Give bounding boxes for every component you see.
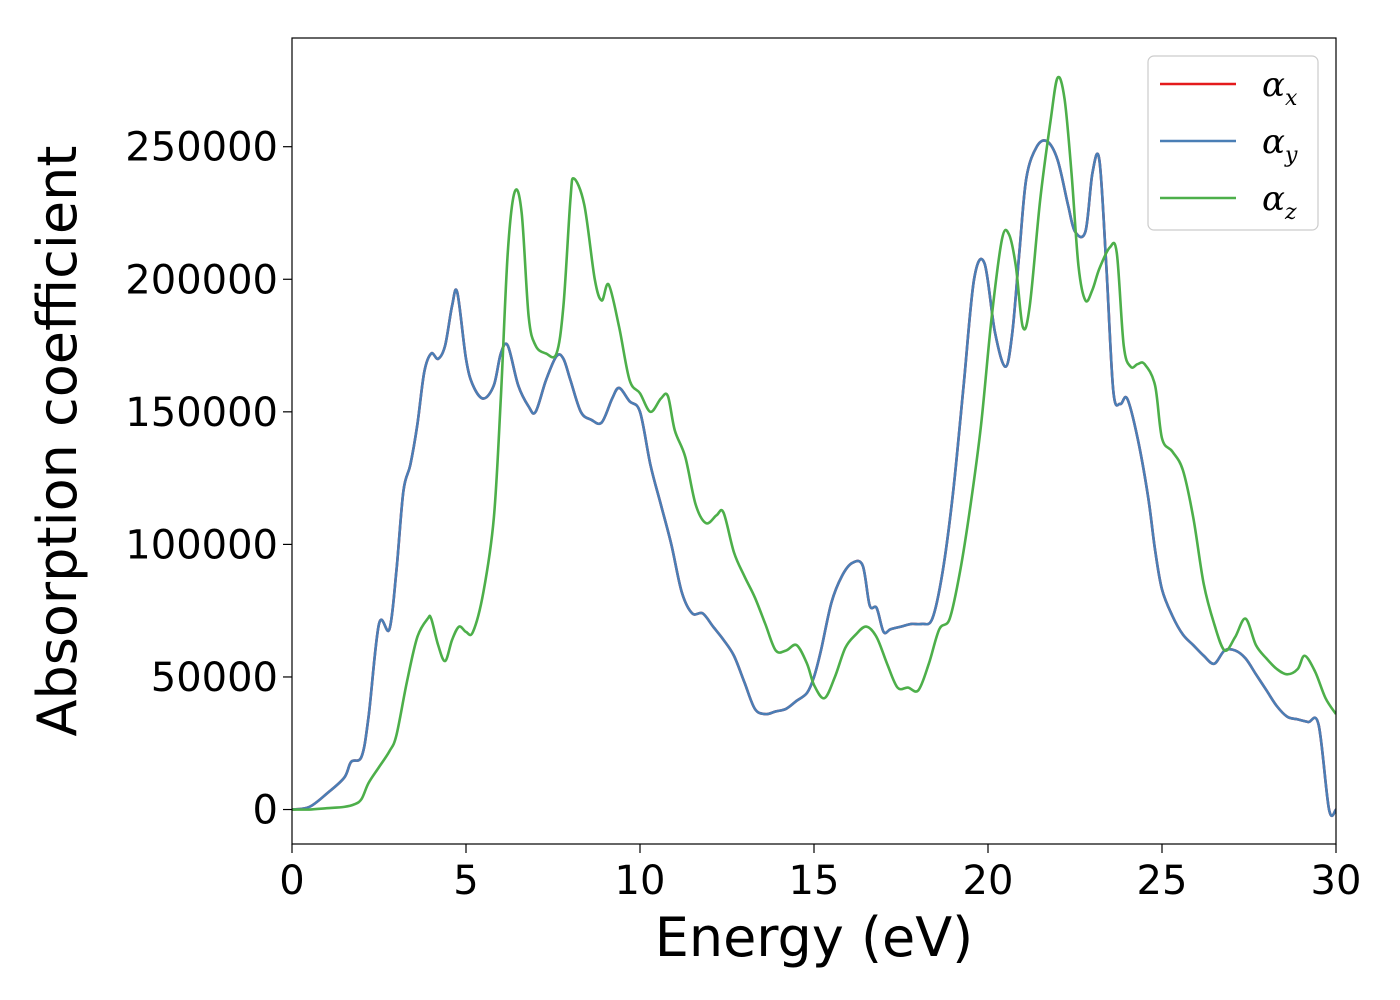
legend-label-subscript: y <box>1284 143 1298 168</box>
series-line-z <box>292 75 1336 811</box>
x-tick-label: 10 <box>615 858 666 904</box>
legend-label-base: α <box>1262 179 1285 219</box>
y-tick-label: 250000 <box>125 125 278 171</box>
legend-label-y: αy <box>1262 122 1298 168</box>
y-tick-label: 100000 <box>125 522 278 568</box>
x-tick-label: 5 <box>453 858 478 904</box>
x-tick-label: 15 <box>789 858 840 904</box>
x-tick-label: 25 <box>1137 858 1188 904</box>
legend-label-subscript: x <box>1285 86 1298 111</box>
x-axis-ticks: 0 5 10 15 20 25 30 <box>279 844 1361 904</box>
legend-label-z: αz <box>1262 179 1297 225</box>
x-tick-label: 20 <box>963 858 1014 904</box>
series-line-y <box>292 139 1336 818</box>
y-tick-label: 200000 <box>125 257 278 303</box>
legend-label-base: α <box>1262 122 1285 162</box>
legend-label-x: αx <box>1262 65 1298 111</box>
y-tick-label: 50000 <box>151 655 278 701</box>
series-layer <box>292 75 1336 818</box>
y-axis-title: Absorption coefficient <box>26 146 89 737</box>
y-axis-ticks: 0 50000 100000 150000 200000 250000 <box>125 125 292 834</box>
y-tick-label: 0 <box>253 788 278 834</box>
x-axis-title: Energy (eV) <box>655 906 974 969</box>
y-tick-label: 150000 <box>125 390 278 436</box>
legend-label-subscript: z <box>1284 200 1297 225</box>
legend-box <box>1147 55 1319 231</box>
legend-label-base: α <box>1262 65 1285 105</box>
x-tick-label: 0 <box>279 858 304 904</box>
x-tick-label: 30 <box>1311 858 1362 904</box>
